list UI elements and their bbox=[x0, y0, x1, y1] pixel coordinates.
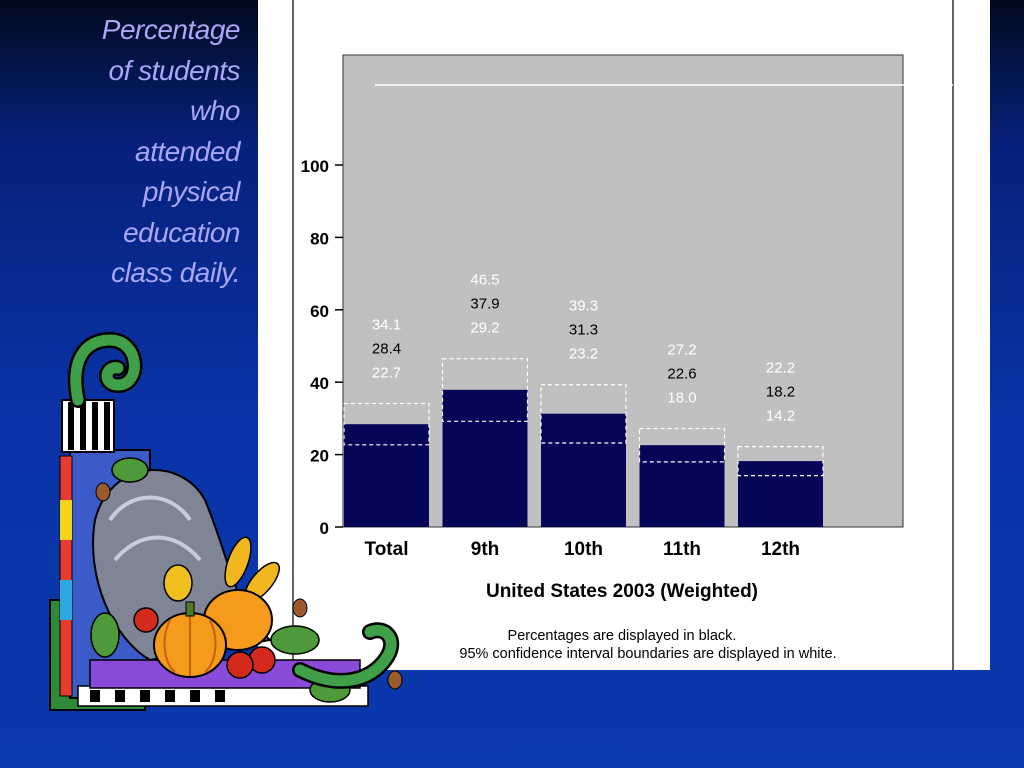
bar bbox=[344, 424, 429, 527]
ci-box bbox=[540, 384, 627, 444]
title-line: of students bbox=[108, 54, 241, 86]
ci-upper-label: 27.2 bbox=[667, 342, 696, 359]
y-tick-label: 40 bbox=[310, 374, 329, 393]
x-tick-label: 12th bbox=[761, 539, 800, 560]
y-axis: 0 20 40 60 80 100 bbox=[301, 157, 343, 538]
y-tick-label: 100 bbox=[301, 157, 329, 176]
ci-upper-label: 39.3 bbox=[569, 298, 598, 315]
ci-lower-label: 29.2 bbox=[470, 320, 499, 337]
ci-box bbox=[343, 402, 430, 446]
slide-title: Percentage of students who attended phys… bbox=[40, 10, 241, 294]
title-line: attended bbox=[135, 135, 241, 167]
value-label: 18.2 bbox=[766, 384, 795, 401]
title-line: education bbox=[123, 216, 240, 248]
y-tick-label: 80 bbox=[310, 229, 329, 248]
value-label: 37.9 bbox=[470, 296, 499, 313]
y-tick-label: 60 bbox=[310, 302, 329, 321]
value-label: 31.3 bbox=[569, 322, 598, 339]
x-axis-label: United States 2003 (Weighted) bbox=[486, 581, 758, 602]
x-tick-label: 9th bbox=[471, 539, 500, 560]
data-labels: Total 34.1 28.4 22.7 9th 46.5 37.9 29.2 10th 39.3… bbox=[365, 272, 801, 560]
y-tick-label: 0 bbox=[320, 519, 329, 538]
bar bbox=[442, 389, 528, 527]
ci-lower-label: 22.7 bbox=[372, 365, 401, 382]
x-tick-label: Total bbox=[365, 539, 409, 560]
x-tick-label: 11th bbox=[663, 539, 701, 560]
ci-box bbox=[638, 427, 726, 463]
chart-note: 95% confidence interval boundaries are d… bbox=[459, 646, 836, 662]
title-line: Percentage bbox=[101, 14, 241, 45]
title-line: physical bbox=[142, 176, 241, 207]
bar bbox=[541, 413, 626, 527]
title-line: class daily. bbox=[111, 257, 240, 288]
x-tick-label: 10th bbox=[564, 539, 603, 560]
ci-lower-label: 14.2 bbox=[766, 408, 795, 425]
ci-upper-label: 22.2 bbox=[766, 360, 795, 377]
bars bbox=[343, 358, 824, 527]
ci-upper-label: 46.5 bbox=[470, 272, 499, 289]
ci-lower-label: 23.2 bbox=[569, 346, 598, 363]
bar bbox=[639, 445, 725, 527]
bar-chart: 0 20 40 60 80 100 Total 34.1 28.4 22.7 9th 46.5 37.… bbox=[292, 0, 954, 670]
chart-panel: 0 20 40 60 80 100 Total 34.1 28.4 22.7 9th 46.5 37.… bbox=[258, 0, 990, 670]
value-label: 22.6 bbox=[667, 366, 696, 383]
chart-note: Percentages are displayed in black. bbox=[508, 628, 737, 644]
ci-upper-label: 34.1 bbox=[372, 317, 401, 334]
ci-box bbox=[441, 358, 529, 422]
value-label: 28.4 bbox=[372, 341, 401, 358]
ci-box bbox=[737, 446, 824, 477]
ci-lower-label: 18.0 bbox=[667, 390, 696, 407]
y-tick-label: 20 bbox=[310, 447, 329, 466]
title-line: who bbox=[190, 95, 240, 126]
bar bbox=[738, 461, 823, 527]
